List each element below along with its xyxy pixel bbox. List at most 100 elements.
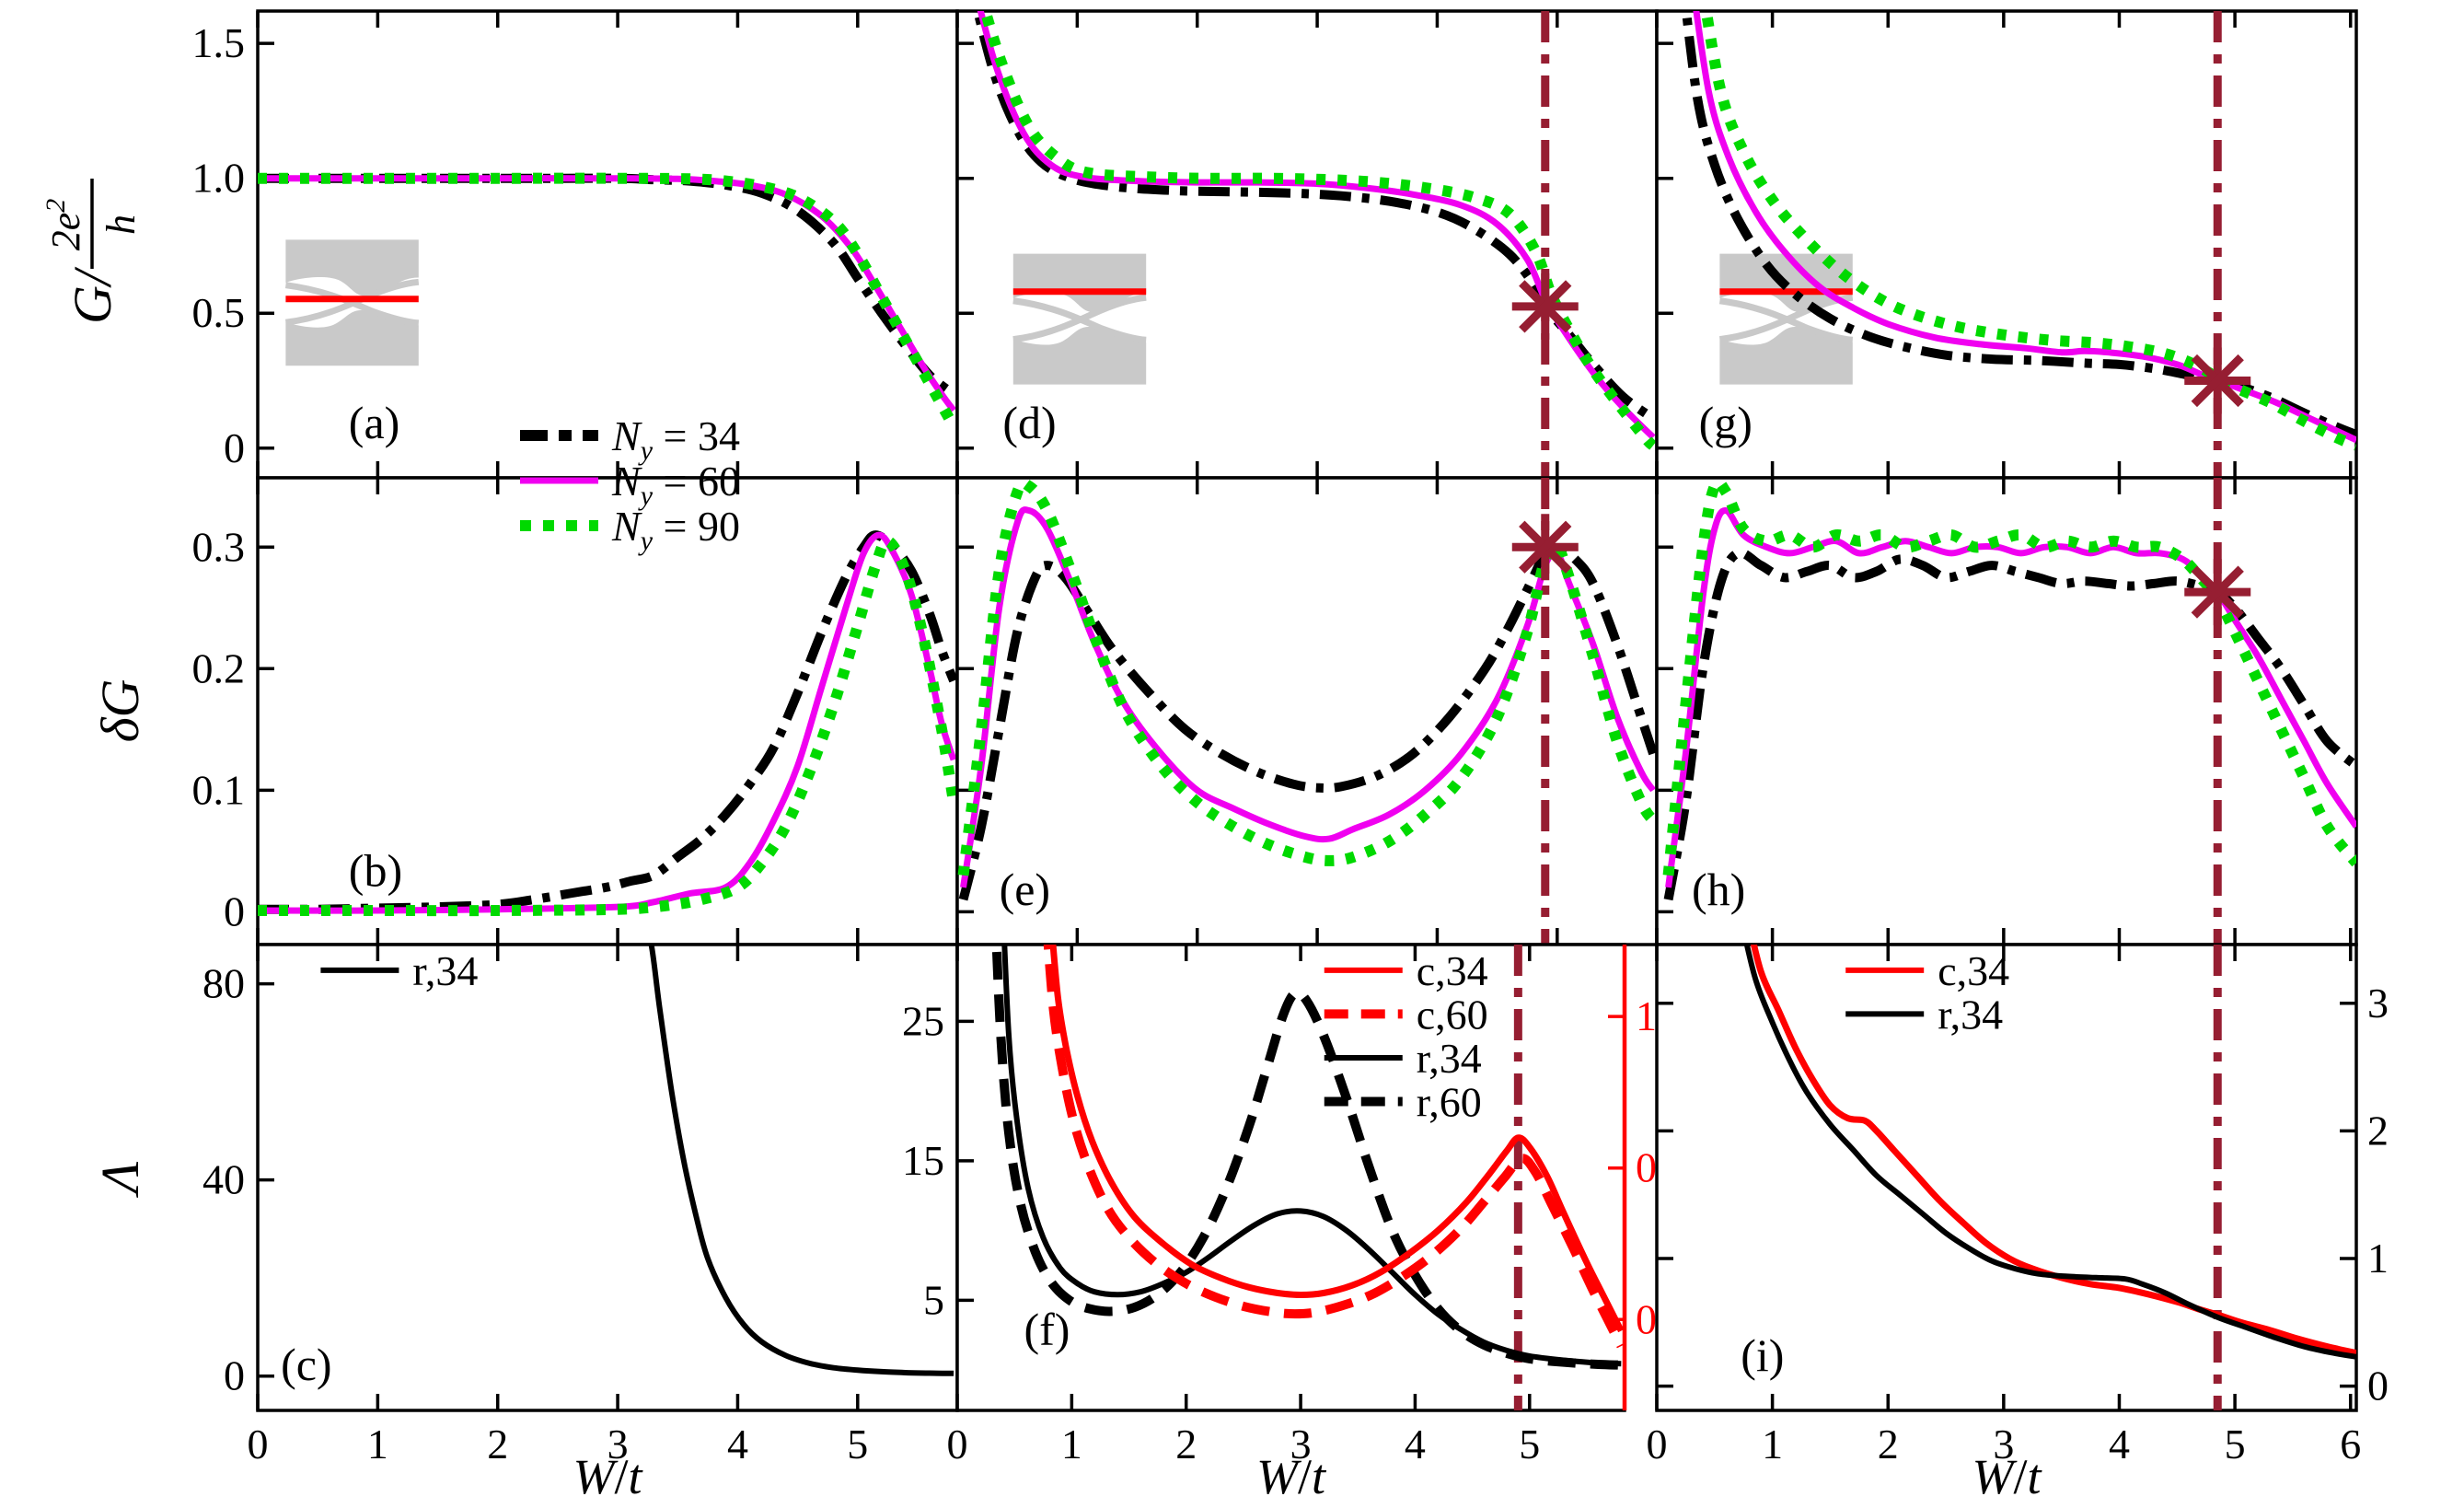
inset-edge-state-down xyxy=(284,282,420,327)
panel-i xyxy=(1655,943,2358,1412)
legend-label-c34: c,34 xyxy=(1417,947,1488,994)
series-Ny60-a xyxy=(258,175,956,412)
inset-lower-band xyxy=(285,309,419,366)
y-tick-label-left: 15 xyxy=(902,1137,944,1184)
series-group xyxy=(258,172,957,430)
panel-frame xyxy=(1655,9,2358,480)
legend-label-Ny34: Ny​ = 34 xyxy=(611,412,740,466)
inset-band-structure xyxy=(284,239,420,366)
y-axis-title-deltaG: δG xyxy=(90,679,150,743)
panel-letter-c: (c) xyxy=(281,1339,332,1390)
series-r34-f xyxy=(1001,945,1622,1367)
x-tick-label: 5 xyxy=(847,1421,868,1467)
x-tick-label: 1 xyxy=(367,1421,388,1467)
y-tick-label-left: 1.0 xyxy=(192,155,246,202)
x-tick-label: 4 xyxy=(727,1421,748,1467)
y-tick-label-left: 0 xyxy=(224,424,245,471)
y-tick-label-left: 0 xyxy=(224,1352,245,1399)
x-tick-label: 5 xyxy=(2225,1421,2246,1467)
x-axis-title-col3: W/t xyxy=(1972,1449,2042,1504)
y-tick-label-left: 0.1 xyxy=(192,766,246,813)
panel-b xyxy=(256,476,959,946)
y-tick-label-left: 0 xyxy=(224,887,245,934)
x-tick-label: 0 xyxy=(947,1421,968,1467)
y-tick-label-right: 1 xyxy=(2367,1235,2389,1282)
x-tick-label: 3 xyxy=(1993,1421,2014,1467)
y-tick-label-right: 3 xyxy=(2367,980,2389,1027)
y-tick-label-left: 1.5 xyxy=(192,19,246,66)
legend-label-r34: r,34 xyxy=(1938,991,2003,1038)
series-group xyxy=(991,945,1625,1370)
panel-letter-h: (h) xyxy=(1692,864,1745,915)
y-tick-label-left: 5 xyxy=(923,1276,944,1323)
series-Ny90-a xyxy=(258,172,957,430)
x-tick-label: 0 xyxy=(1647,1421,1668,1467)
panel-g xyxy=(1655,9,2358,480)
y-tick-label-left: 40 xyxy=(202,1156,245,1203)
series-group xyxy=(1743,945,2356,1360)
series-c60-f xyxy=(1043,945,1625,1349)
x-tick-label: 2 xyxy=(1175,1421,1197,1467)
series-r34-i xyxy=(1743,945,2356,1360)
y-axis-title-lambda: Λ xyxy=(90,1161,150,1198)
y-tick-label-left: 0.2 xyxy=(192,644,246,691)
x-tick-label: 3 xyxy=(1290,1421,1312,1467)
panel-frame xyxy=(955,943,1626,1412)
inset-lower-band xyxy=(1719,326,1853,385)
series-Ny90-b xyxy=(258,535,957,917)
panel-frame xyxy=(955,9,1659,480)
star-marker xyxy=(2184,559,2251,626)
panel-h xyxy=(1655,476,2358,946)
panel-letter-i: (i) xyxy=(1741,1329,1784,1381)
panel-frame xyxy=(256,476,959,946)
x-axis-title-col2: W/t xyxy=(1256,1449,1327,1504)
y-tick-label-right: 2 xyxy=(2367,1107,2389,1154)
legend-label-c60: c,60 xyxy=(1417,991,1488,1038)
y-tick-label-left: 0.5 xyxy=(192,289,246,336)
panel-d xyxy=(955,9,1659,480)
x-tick-label: 6 xyxy=(2340,1421,2361,1467)
x-tick-label: 1 xyxy=(1061,1421,1082,1467)
series-Ny90-g xyxy=(1700,11,2356,451)
panel-letter-e: (e) xyxy=(1000,864,1051,915)
panel-frame xyxy=(256,943,959,1412)
panel-letter-f: (f) xyxy=(1024,1304,1070,1355)
x-tick-label: 3 xyxy=(607,1421,629,1467)
panel-c xyxy=(256,943,959,1412)
inset-lower-band xyxy=(1012,326,1147,385)
legend-label-Ny90: Ny​ = 90 xyxy=(611,503,740,556)
legend-label-r34: r,34 xyxy=(412,947,478,994)
panel-e xyxy=(955,476,1659,946)
x-tick-label: 1 xyxy=(1762,1421,1783,1467)
x-axis-title-col1: W/t xyxy=(573,1449,643,1504)
y-axis-title-conductance: G/2e2 h xyxy=(40,179,144,324)
inset-edge-state-down xyxy=(1718,297,1854,343)
x-tick-label: 2 xyxy=(1878,1421,1899,1467)
y-tick-label-left: 80 xyxy=(202,960,245,1007)
series-Ny34-d xyxy=(973,11,1657,423)
x-tick-label: 2 xyxy=(487,1421,508,1467)
inset-upper-band xyxy=(285,239,419,296)
inset-edge-state-up xyxy=(1012,294,1147,343)
panel-letter-g: (g) xyxy=(1699,397,1753,448)
series-Ny90-d xyxy=(979,11,1657,451)
legend-label-r60: r,60 xyxy=(1417,1079,1482,1126)
x-tick-label: 0 xyxy=(248,1421,269,1467)
inset-upper-band xyxy=(1012,253,1147,312)
star-marker xyxy=(1511,273,1579,340)
tick-label: h xyxy=(98,215,144,235)
x-tick-label: 4 xyxy=(1405,1421,1426,1467)
legend-label-c34: c,34 xyxy=(1938,947,2009,994)
series-Ny90-e xyxy=(957,478,1657,876)
series-group xyxy=(648,945,954,1376)
series-Ny60-b xyxy=(258,531,957,914)
svg-text:G/: G/ xyxy=(63,266,122,324)
y-tick-label-left: 25 xyxy=(902,997,944,1044)
series-r34-c xyxy=(648,945,954,1376)
inset-edge-state-down xyxy=(1012,297,1147,343)
svg-text:2e2: 2e2 xyxy=(40,199,88,251)
y-tick-label-left: 0.3 xyxy=(192,523,246,570)
star-marker xyxy=(1511,514,1579,581)
